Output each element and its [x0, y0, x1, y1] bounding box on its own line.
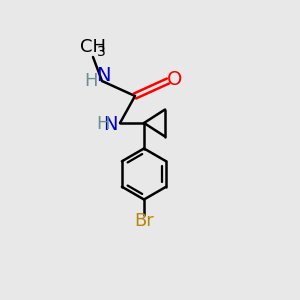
Text: Br: Br	[134, 212, 154, 230]
Text: O: O	[167, 70, 182, 89]
Text: CH: CH	[80, 38, 106, 56]
Text: N: N	[96, 66, 111, 85]
Text: 3: 3	[97, 44, 106, 58]
Text: H: H	[84, 72, 97, 90]
Text: H: H	[97, 116, 110, 134]
Text: N: N	[103, 115, 118, 134]
